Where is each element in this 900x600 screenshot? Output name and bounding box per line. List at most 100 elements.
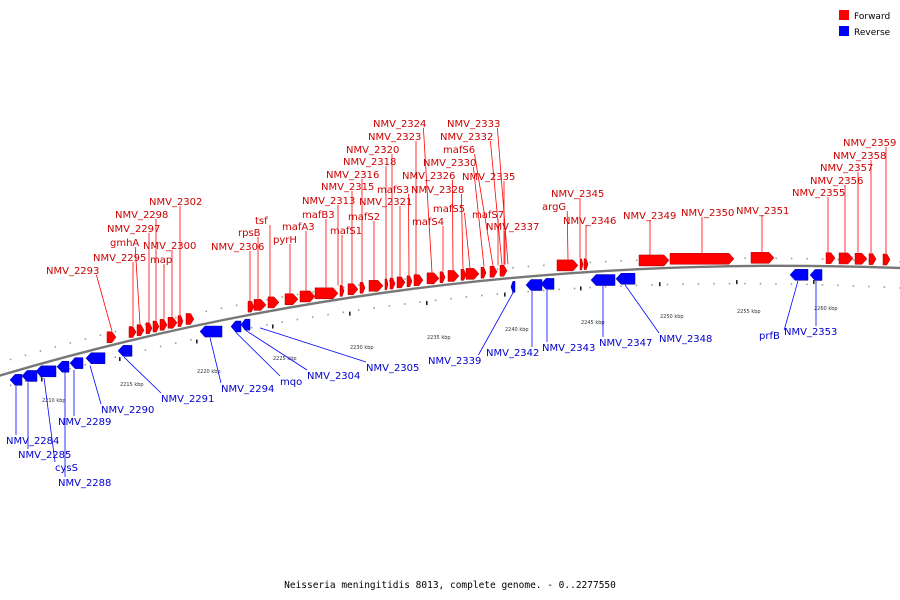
forward-gene[interactable] <box>299 290 316 303</box>
forward-gene-label[interactable]: NMV_2346 <box>563 216 616 227</box>
forward-gene-label[interactable]: NMV_2318 <box>343 157 396 168</box>
forward-gene-label[interactable]: rpsB <box>238 228 261 239</box>
forward-gene[interactable] <box>669 253 735 265</box>
forward-gene[interactable] <box>638 254 670 267</box>
forward-gene[interactable] <box>185 313 195 325</box>
reverse-gene[interactable] <box>809 269 823 281</box>
forward-gene[interactable] <box>868 253 877 265</box>
reverse-gene[interactable] <box>9 374 23 386</box>
forward-gene-label[interactable]: NMV_2335 <box>462 172 515 183</box>
reverse-gene-label[interactable]: NMV_2288 <box>58 478 111 489</box>
forward-gene-label[interactable]: map <box>150 255 172 266</box>
forward-gene-label[interactable]: NMV_2345 <box>551 189 604 200</box>
reverse-gene-label[interactable]: NMV_2284 <box>6 436 59 447</box>
reverse-gene-label[interactable]: NMV_2353 <box>784 327 837 338</box>
forward-gene[interactable] <box>854 253 868 265</box>
forward-gene[interactable] <box>825 252 836 264</box>
forward-gene-label[interactable]: NMV_2333 <box>447 119 500 130</box>
forward-gene[interactable] <box>460 269 467 281</box>
forward-gene[interactable] <box>465 268 480 280</box>
forward-gene[interactable] <box>750 252 775 264</box>
forward-gene[interactable] <box>439 271 446 283</box>
forward-gene-label[interactable]: NMV_2320 <box>346 145 399 156</box>
forward-gene[interactable] <box>359 282 366 294</box>
forward-gene[interactable] <box>579 258 584 271</box>
forward-gene-label[interactable]: NMV_2316 <box>326 170 379 181</box>
forward-gene[interactable] <box>389 277 396 290</box>
reverse-gene[interactable] <box>85 352 106 364</box>
forward-gene[interactable] <box>159 319 168 331</box>
forward-gene-label[interactable]: mafA3 <box>282 222 315 233</box>
reverse-gene-label[interactable]: NMV_2343 <box>542 343 595 354</box>
forward-gene-label[interactable]: NMV_2358 <box>833 151 886 162</box>
forward-gene-label[interactable]: NMV_2323 <box>368 132 421 143</box>
reverse-gene[interactable] <box>510 281 516 293</box>
reverse-gene[interactable] <box>240 318 251 331</box>
forward-gene[interactable] <box>253 299 267 311</box>
forward-gene-label[interactable]: NMV_2313 <box>302 196 355 207</box>
forward-gene[interactable] <box>489 265 498 278</box>
forward-gene-label[interactable]: NMV_2330 <box>423 158 476 169</box>
forward-gene-label[interactable]: NMV_2321 <box>359 197 412 208</box>
forward-gene-label[interactable]: NMV_2350 <box>681 208 734 219</box>
forward-gene[interactable] <box>177 315 184 327</box>
forward-gene-label[interactable]: NMV_2349 <box>623 211 676 222</box>
forward-gene-label[interactable]: NMV_2328 <box>411 185 464 196</box>
reverse-gene-label[interactable]: NMV_2285 <box>18 450 71 461</box>
reverse-gene[interactable] <box>615 273 636 285</box>
forward-gene[interactable] <box>106 331 117 343</box>
forward-gene-label[interactable]: NMV_2300 <box>143 241 196 252</box>
reverse-gene-label[interactable]: NMV_2348 <box>659 334 712 345</box>
forward-gene-label[interactable]: pyrH <box>273 235 297 246</box>
reverse-gene[interactable] <box>230 320 242 333</box>
forward-gene[interactable] <box>167 317 178 329</box>
forward-gene[interactable] <box>284 293 299 305</box>
reverse-gene[interactable] <box>56 360 70 373</box>
reverse-gene-label[interactable]: NMV_2347 <box>599 338 652 349</box>
forward-gene-label[interactable]: tsf <box>255 216 268 227</box>
forward-gene[interactable] <box>499 264 508 277</box>
forward-gene-label[interactable]: NMV_2315 <box>321 182 374 193</box>
forward-gene-label[interactable]: mafS1 <box>330 226 362 237</box>
forward-gene-label[interactable]: mafS4 <box>412 217 444 228</box>
forward-gene[interactable] <box>314 287 339 300</box>
forward-gene-label[interactable]: mafS5 <box>433 204 465 215</box>
forward-gene-label[interactable]: NMV_2357 <box>820 163 873 174</box>
reverse-gene[interactable] <box>21 370 38 382</box>
forward-gene-label[interactable]: NMV_2324 <box>373 119 426 130</box>
forward-gene[interactable] <box>556 259 579 272</box>
forward-gene[interactable] <box>152 320 160 333</box>
reverse-gene[interactable] <box>69 357 84 369</box>
reverse-gene-label[interactable]: mqo <box>280 377 302 388</box>
forward-gene-label[interactable]: NMV_2356 <box>810 176 863 187</box>
forward-gene-label[interactable]: mafS3 <box>377 185 409 196</box>
forward-gene[interactable] <box>347 283 359 295</box>
forward-gene[interactable] <box>145 322 153 334</box>
forward-gene-label[interactable]: NMV_2295 <box>93 253 146 264</box>
forward-gene-label[interactable]: mafS6 <box>443 145 475 156</box>
reverse-gene[interactable] <box>117 345 133 357</box>
forward-gene[interactable] <box>267 296 280 309</box>
forward-gene[interactable] <box>128 326 137 338</box>
reverse-gene-label[interactable]: NMV_2291 <box>161 394 214 405</box>
forward-gene-label[interactable]: NMV_2302 <box>149 197 202 208</box>
forward-gene[interactable] <box>368 280 384 292</box>
reverse-gene[interactable] <box>789 269 809 281</box>
forward-gene-label[interactable]: mafS7 <box>472 210 504 221</box>
forward-gene[interactable] <box>247 300 255 313</box>
forward-gene-label[interactable]: NMV_2359 <box>843 138 896 149</box>
forward-gene-label[interactable]: NMV_2337 <box>486 222 539 233</box>
forward-gene[interactable] <box>339 285 345 297</box>
forward-gene-label[interactable]: NMV_2355 <box>792 188 845 199</box>
forward-gene-label[interactable]: NMV_2293 <box>46 266 99 277</box>
reverse-gene-label[interactable]: cysS <box>55 463 78 474</box>
forward-gene-label[interactable]: gmhA <box>110 238 139 249</box>
reverse-gene-label[interactable]: NMV_2290 <box>101 405 154 416</box>
forward-gene-label[interactable]: NMV_2297 <box>107 224 160 235</box>
reverse-gene-label[interactable]: NMV_2339 <box>428 356 481 367</box>
reverse-gene-label[interactable]: NMV_2342 <box>486 348 539 359</box>
reverse-gene[interactable] <box>525 279 543 291</box>
forward-gene[interactable] <box>426 272 440 285</box>
forward-gene-label[interactable]: mafB3 <box>302 210 335 221</box>
forward-gene-label[interactable]: NMV_2326 <box>402 171 455 182</box>
